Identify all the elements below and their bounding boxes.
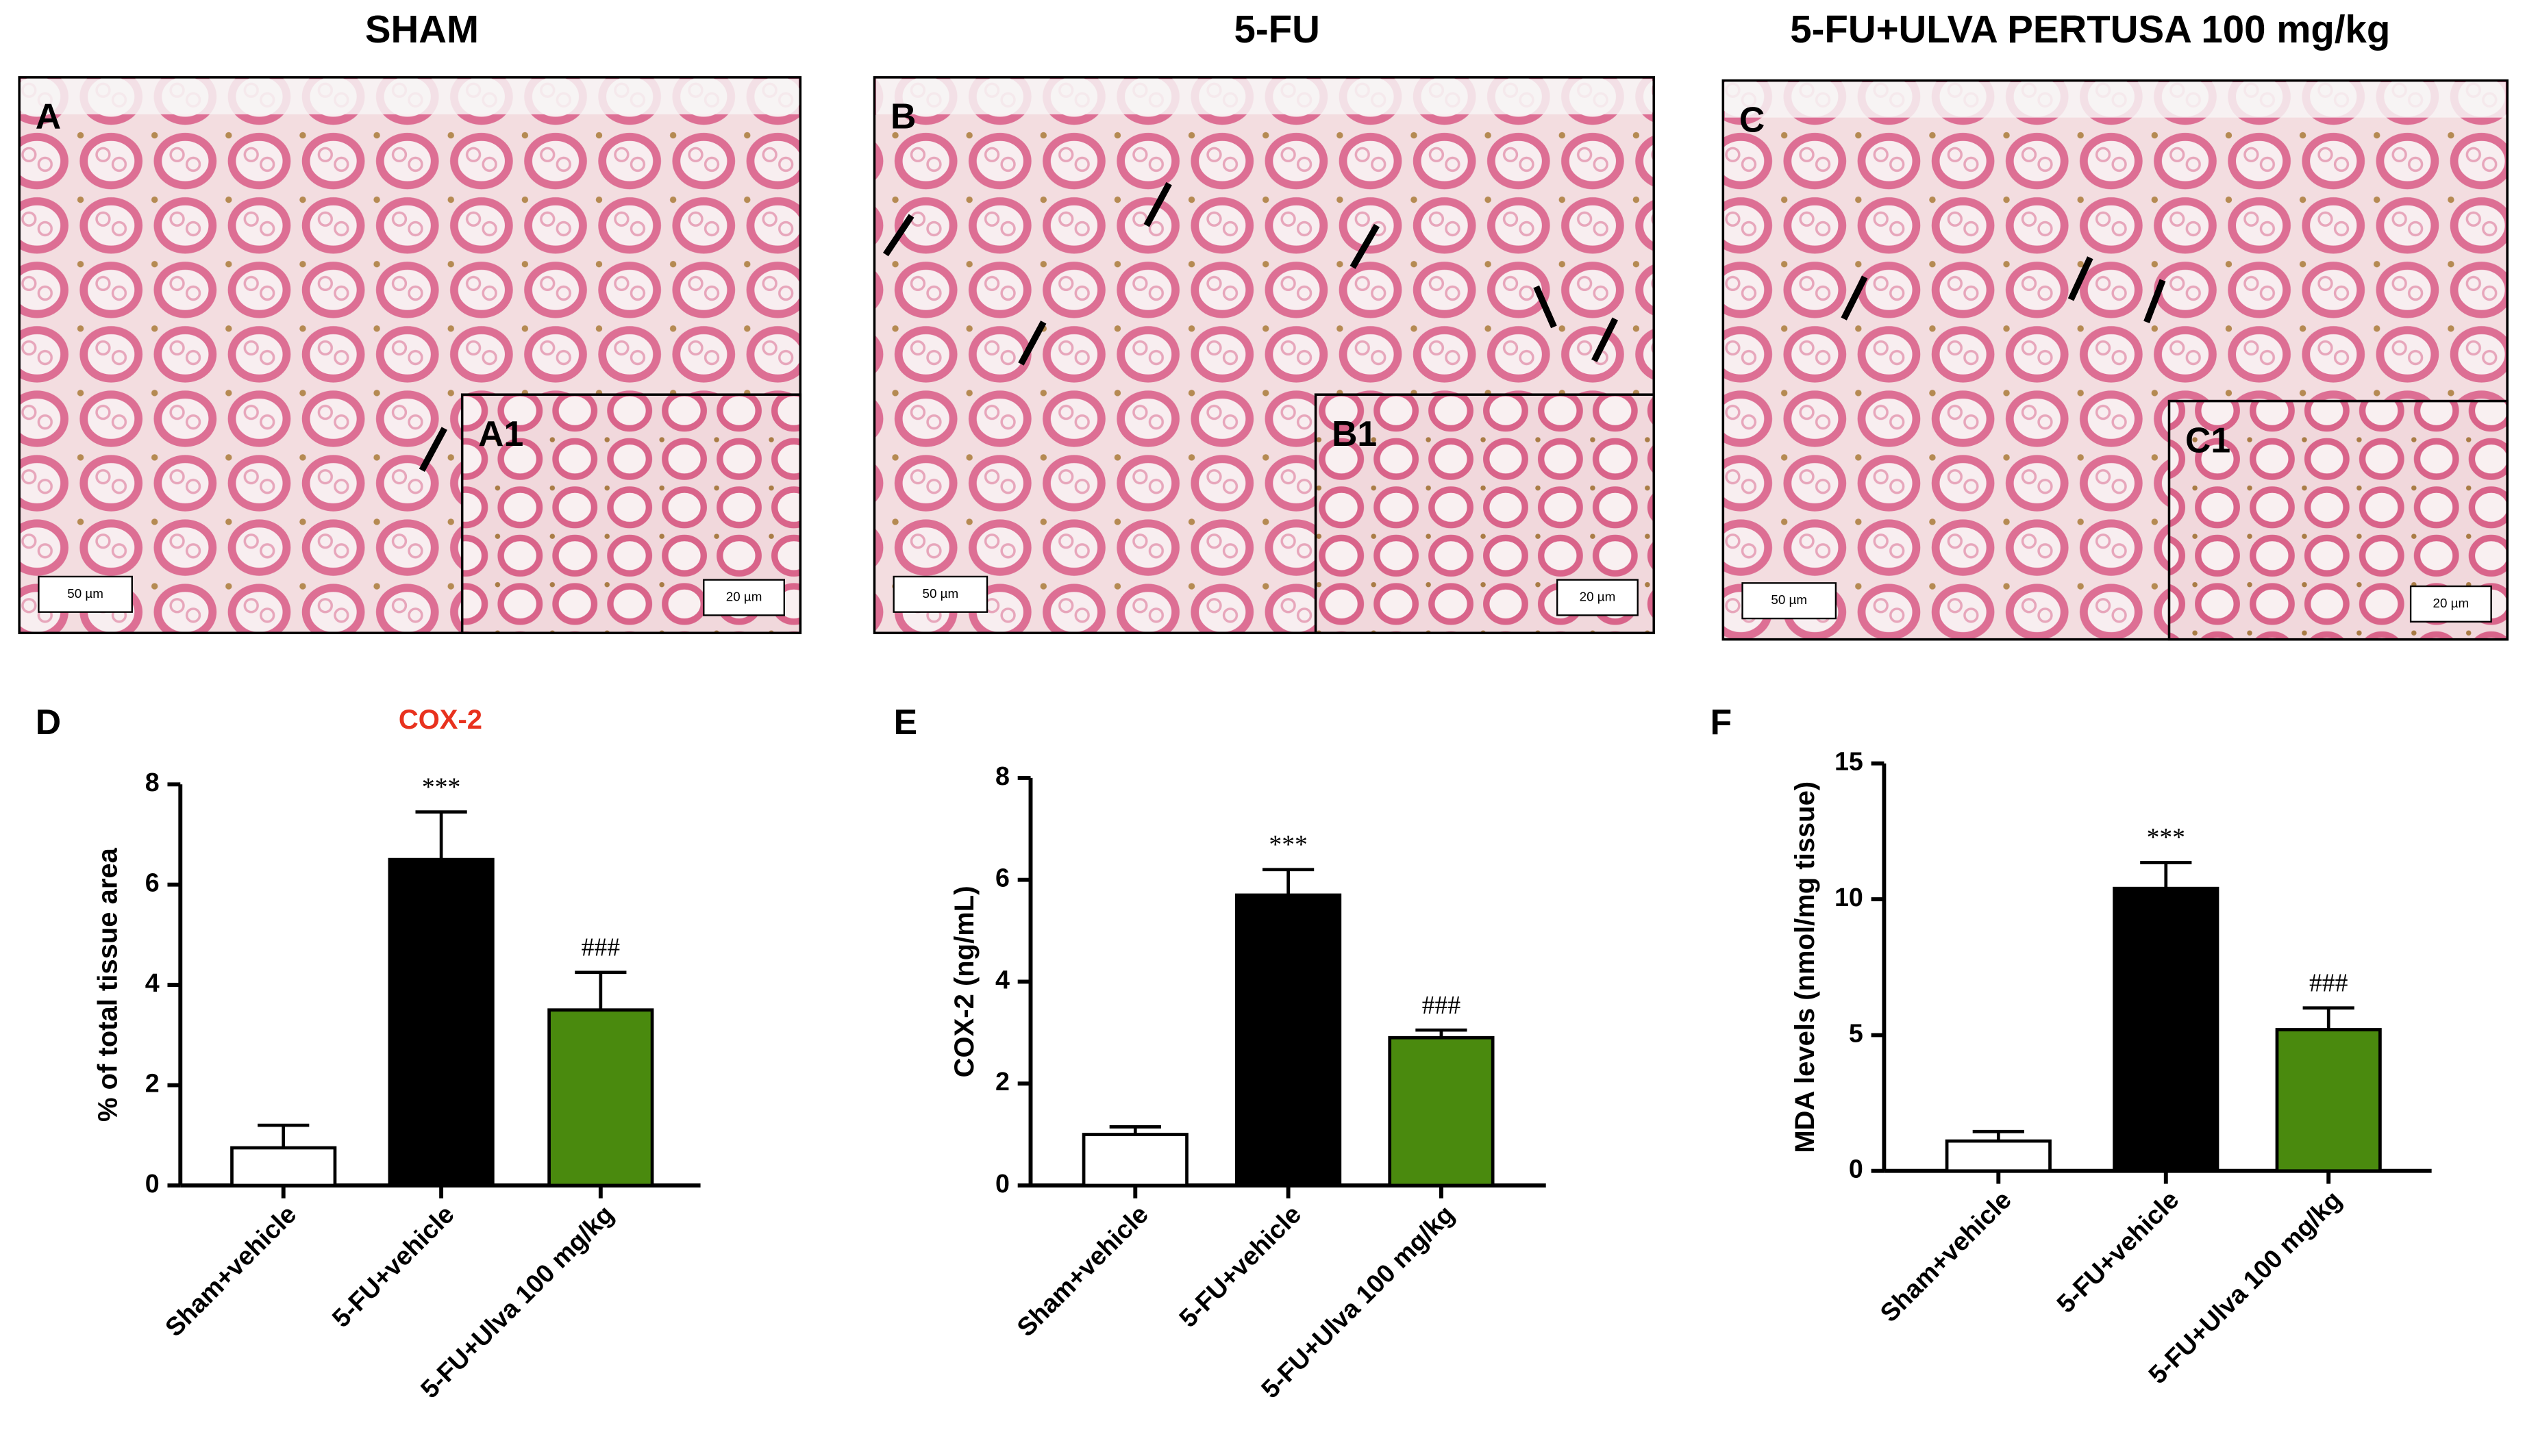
y-tick-label: 10: [1834, 883, 1863, 912]
panel-label: E: [894, 702, 917, 742]
scale-label: 50 µm: [923, 586, 959, 601]
panel-label: D: [36, 702, 61, 742]
lumen: [875, 79, 1652, 114]
y-tick-label: 0: [995, 1169, 1010, 1198]
lumen: [1724, 81, 2506, 118]
y-tick-label: 15: [1834, 747, 1863, 776]
inset-label: C1: [2185, 420, 2230, 460]
bar: [1945, 1139, 2052, 1173]
arrow: [1841, 275, 1868, 321]
significance-label: ***: [2147, 823, 2185, 852]
micrograph-title: 5-FU+ULVA PERTUSA 100 mg/kg: [1790, 8, 2390, 51]
arrow: [419, 427, 447, 472]
arrow: [1349, 223, 1380, 269]
significance-label: ###: [1422, 991, 1461, 1020]
x-tick-label: 5-FU+vehicle: [326, 1200, 459, 1333]
x-tick-label: Sham+vehicle: [1011, 1200, 1154, 1342]
inset-label: B1: [1332, 414, 1377, 453]
significance-label: ***: [1269, 830, 1307, 859]
bar: [547, 1008, 654, 1188]
x-tick-label: 5-FU+vehicle: [1173, 1200, 1306, 1333]
scale-label: 20 µm: [726, 589, 762, 603]
y-tick-label: 2: [145, 1068, 160, 1097]
inset-label: A1: [478, 414, 523, 453]
y-tick-label: 6: [145, 868, 160, 897]
y-tick-label: 4: [145, 968, 160, 997]
scale-label: 20 µm: [2433, 596, 2470, 610]
bar: [1388, 1035, 1495, 1188]
scale-label: 20 µm: [1580, 589, 1616, 603]
y-tick-label: 0: [1849, 1155, 1863, 1183]
x-tick-label: Sham+vehicle: [160, 1200, 302, 1342]
scale-box: [1741, 582, 1837, 620]
y-axis-label: % of total tissue area: [92, 847, 123, 1122]
arrow: [1018, 321, 1047, 366]
bar: [1235, 893, 1342, 1188]
panel-label: A: [36, 97, 61, 136]
scale-box: [38, 575, 133, 613]
significance-label: ###: [2309, 968, 2348, 997]
y-tick-label: 8: [995, 762, 1010, 790]
scale-label: 50 µm: [1771, 592, 1807, 607]
y-tick-label: 6: [995, 864, 1010, 892]
bar: [230, 1146, 337, 1188]
y-tick-label: 0: [145, 1169, 160, 1198]
bar: [388, 857, 495, 1188]
significance-label: ***: [422, 773, 460, 801]
arrow: [1591, 317, 1619, 362]
bar: [1082, 1133, 1189, 1188]
y-tick-label: 5: [1849, 1018, 1863, 1047]
bar: [2275, 1028, 2382, 1173]
scale-box: [893, 575, 988, 613]
significance-label: ###: [582, 933, 621, 962]
scale-box: [1556, 579, 1639, 616]
x-tick-label: Sham+vehicle: [1874, 1185, 2017, 1327]
y-axis-label: MDA levels (nmol/mg tissue): [1790, 781, 1820, 1153]
y-tick-label: 2: [995, 1067, 1010, 1096]
arrow: [1533, 285, 1557, 329]
y-tick-label: 4: [995, 965, 1010, 994]
bar: [2113, 886, 2219, 1173]
scale-box: [2409, 585, 2492, 623]
lumen: [21, 79, 799, 114]
y-axis-label: COX-2 (ng/mL): [949, 886, 980, 1077]
x-tick-label: 5-FU+vehicle: [2051, 1185, 2184, 1318]
panel-label: C: [1739, 99, 1765, 139]
scale-box: [703, 579, 785, 616]
chart-title: COX-2: [399, 705, 482, 735]
scale-label: 50 µm: [67, 586, 103, 601]
micrograph-title: 5-FU: [1234, 8, 1319, 51]
y-tick-label: 8: [145, 768, 160, 796]
arrow: [2067, 256, 2093, 301]
arrow: [883, 214, 915, 257]
arrow: [2143, 279, 2166, 324]
panel-label: F: [1711, 702, 1732, 742]
micrograph-title: SHAM: [365, 8, 479, 51]
arrow: [1143, 181, 1172, 227]
panel-label: B: [891, 97, 916, 136]
